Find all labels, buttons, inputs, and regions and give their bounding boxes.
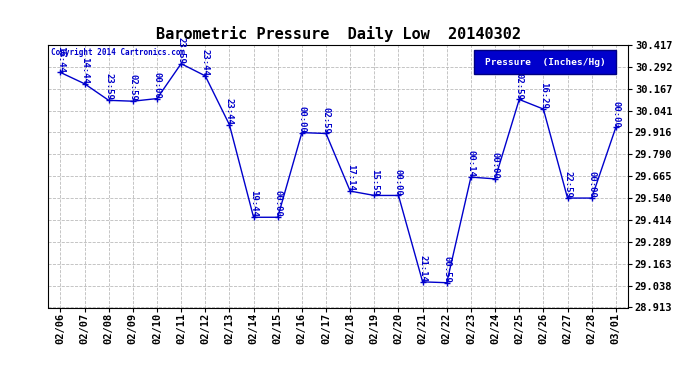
Text: 02:59: 02:59 <box>322 106 331 134</box>
Text: 02:59: 02:59 <box>128 74 137 101</box>
Text: 00:00: 00:00 <box>297 106 306 133</box>
Text: 23:59: 23:59 <box>104 74 113 100</box>
Text: Copyright 2014 Cartronics.com: Copyright 2014 Cartronics.com <box>51 48 186 57</box>
Text: 19:44: 19:44 <box>249 190 258 217</box>
Title: Barometric Pressure  Daily Low  20140302: Barometric Pressure Daily Low 20140302 <box>156 27 520 42</box>
Text: 00:00: 00:00 <box>152 72 161 99</box>
Text: 23:44: 23:44 <box>225 98 234 125</box>
Text: 00:00: 00:00 <box>611 100 620 128</box>
Text: 00:00: 00:00 <box>394 169 403 195</box>
Text: 00:00: 00:00 <box>491 152 500 179</box>
Text: 21:14: 21:14 <box>418 255 427 282</box>
Text: 00:14: 00:14 <box>466 150 475 177</box>
Text: 00:59: 00:59 <box>442 256 451 283</box>
Text: 16:44: 16:44 <box>56 45 65 72</box>
Text: 16:29: 16:29 <box>539 82 548 109</box>
Text: 02:59: 02:59 <box>515 73 524 99</box>
Text: 22:59: 22:59 <box>563 171 572 198</box>
Text: 14:44: 14:44 <box>80 57 89 84</box>
Bar <box>474 50 616 74</box>
Text: 23:59: 23:59 <box>177 37 186 64</box>
Text: 17:14: 17:14 <box>346 164 355 191</box>
Text: 15:59: 15:59 <box>370 169 379 195</box>
Text: 00:00: 00:00 <box>273 190 282 217</box>
Text: 23:44: 23:44 <box>201 49 210 76</box>
Text: 00:00: 00:00 <box>587 171 596 198</box>
Text: Pressure  (Inches/Hg): Pressure (Inches/Hg) <box>484 58 605 67</box>
